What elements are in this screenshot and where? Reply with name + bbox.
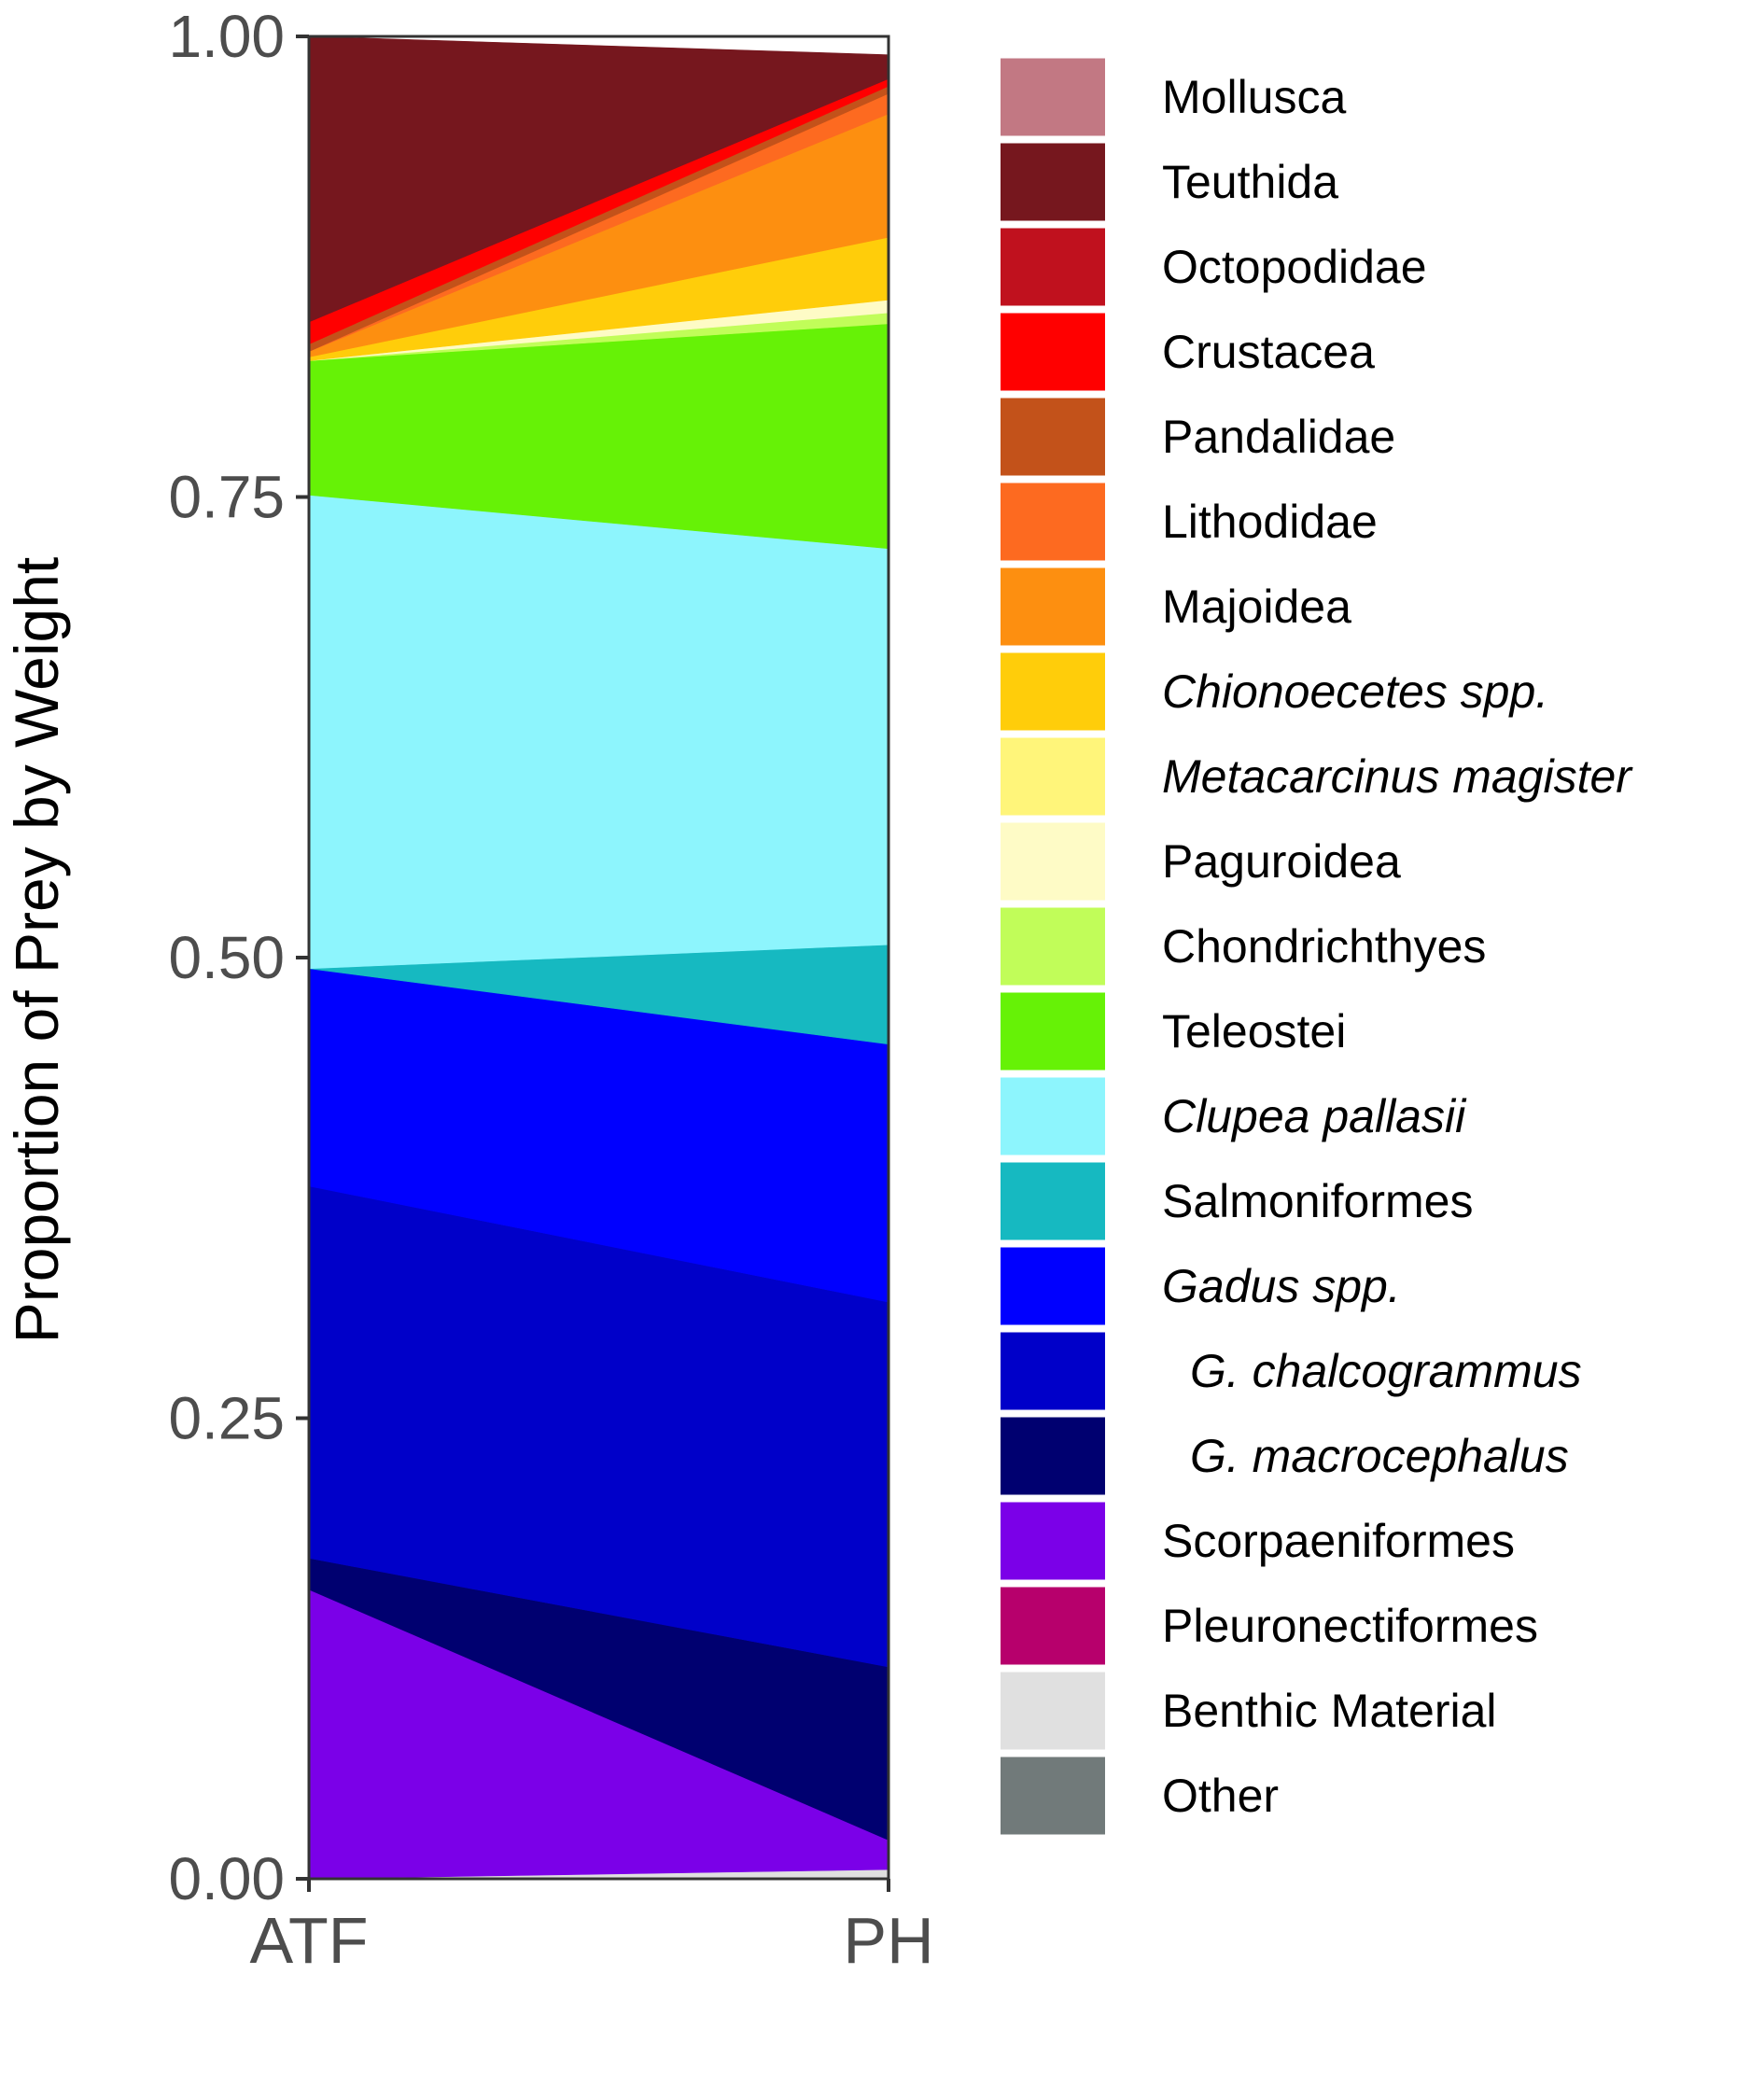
legend-item-metacarcinus-magister: Metacarcinus magister bbox=[1001, 737, 1633, 816]
y-tick-label: 0.50 bbox=[168, 924, 285, 991]
legend-key bbox=[1001, 483, 1105, 561]
legend-label: Gadus spp. bbox=[1162, 1260, 1401, 1312]
legend-key bbox=[1001, 652, 1105, 731]
legend-item-mollusca: Mollusca bbox=[1001, 58, 1346, 136]
legend-key bbox=[1001, 1502, 1105, 1580]
legend-item-pleuronectiformes: Pleuronectiformes bbox=[1001, 1587, 1538, 1665]
legend-label: Teleostei bbox=[1162, 1005, 1346, 1057]
legend-label: Mollusca bbox=[1162, 71, 1346, 123]
legend-key bbox=[1001, 1672, 1105, 1750]
legend-label: Crustacea bbox=[1162, 326, 1375, 378]
legend-key bbox=[1001, 1587, 1105, 1665]
legend-label: G. macrocephalus bbox=[1190, 1430, 1569, 1482]
legend-item-crustacea: Crustacea bbox=[1001, 313, 1375, 391]
y-tick-label: 0.00 bbox=[168, 1845, 285, 1912]
legend-label: Chondrichthyes bbox=[1162, 920, 1486, 973]
y-tick-label: 0.25 bbox=[168, 1385, 285, 1452]
legend-item-scorpaeniformes: Scorpaeniformes bbox=[1001, 1502, 1515, 1580]
legend-label: Salmoniformes bbox=[1162, 1175, 1473, 1227]
axis-layer: Proportion of Prey by Weight bbox=[2, 35, 890, 1881]
legend-label: Clupea pallasii bbox=[1162, 1090, 1467, 1142]
legend-label: Other bbox=[1162, 1770, 1279, 1822]
legend-item-clupea-pallasii: Clupea pallasii bbox=[1001, 1077, 1467, 1155]
legend-label: Chionoecetes spp. bbox=[1162, 665, 1548, 718]
legend-label: Benthic Material bbox=[1162, 1685, 1497, 1737]
legend-key bbox=[1001, 398, 1105, 476]
legend-item-octopodidae: Octopodidae bbox=[1001, 228, 1427, 306]
legend-label: Octopodidae bbox=[1162, 241, 1427, 293]
legend-item-majoidea: Majoidea bbox=[1001, 567, 1351, 646]
legend-item-gadus-spp: Gadus spp. bbox=[1001, 1247, 1401, 1325]
legend-label: Scorpaeniformes bbox=[1162, 1515, 1515, 1567]
legend-label: Teuthida bbox=[1162, 156, 1338, 208]
legend-key bbox=[1001, 1247, 1105, 1325]
legend-label: G. chalcogrammus bbox=[1190, 1345, 1582, 1397]
legend-key bbox=[1001, 1417, 1105, 1495]
legend-item-lithodidae: Lithodidae bbox=[1001, 483, 1378, 561]
legend-key bbox=[1001, 1757, 1105, 1835]
legend-item-pandalidae: Pandalidae bbox=[1001, 398, 1395, 476]
legend-label: Pleuronectiformes bbox=[1162, 1600, 1538, 1652]
area-layer bbox=[308, 35, 889, 1880]
legend-item-other: Other bbox=[1001, 1757, 1279, 1835]
legend-item-benthic-material: Benthic Material bbox=[1001, 1672, 1497, 1750]
legend-key bbox=[1001, 313, 1105, 391]
legend-key bbox=[1001, 228, 1105, 306]
x-tick-label: ATF bbox=[249, 1904, 368, 1977]
legend-label: Metacarcinus magister bbox=[1162, 750, 1633, 803]
legend-item-teuthida: Teuthida bbox=[1001, 143, 1338, 221]
x-tick-label: PH bbox=[843, 1904, 933, 1977]
legend-item-salmoniformes: Salmoniformes bbox=[1001, 1162, 1473, 1240]
legend-key bbox=[1001, 1332, 1105, 1410]
legend-key bbox=[1001, 567, 1105, 646]
legend-label: Lithodidae bbox=[1162, 496, 1378, 548]
y-axis-title: Proportion of Prey by Weight bbox=[2, 557, 71, 1344]
legend-label: Majoidea bbox=[1162, 581, 1351, 633]
legend-item-g-macrocephalus: G. macrocephalus bbox=[1001, 1417, 1569, 1495]
tick-layer: 0.00 0.25 0.50 0.75 1.00 ATF PH bbox=[168, 3, 933, 1977]
y-tick-label: 1.00 bbox=[168, 3, 285, 70]
legend-key bbox=[1001, 1162, 1105, 1240]
legend-item-g-chalcogrammus: G. chalcogrammus bbox=[1001, 1332, 1582, 1410]
legend-key bbox=[1001, 143, 1105, 221]
legend: Mollusca Teuthida Octopodidae Crustacea Pand… bbox=[1001, 58, 1633, 1835]
legend-key bbox=[1001, 737, 1105, 816]
legend-key bbox=[1001, 58, 1105, 136]
legend-item-chondrichthyes: Chondrichthyes bbox=[1001, 907, 1486, 986]
legend-key bbox=[1001, 1077, 1105, 1155]
legend-item-paguroidea: Paguroidea bbox=[1001, 822, 1401, 901]
legend-item-teleostei: Teleostei bbox=[1001, 992, 1346, 1071]
legend-key bbox=[1001, 907, 1105, 986]
area-clupea-pallasii bbox=[308, 495, 889, 970]
legend-key bbox=[1001, 822, 1105, 901]
legend-item-chionoecetes-spp: Chionoecetes spp. bbox=[1001, 652, 1548, 731]
legend-key bbox=[1001, 992, 1105, 1071]
y-tick-label: 0.75 bbox=[168, 464, 285, 531]
legend-label: Pandalidae bbox=[1162, 411, 1395, 463]
legend-label: Paguroidea bbox=[1162, 835, 1401, 888]
